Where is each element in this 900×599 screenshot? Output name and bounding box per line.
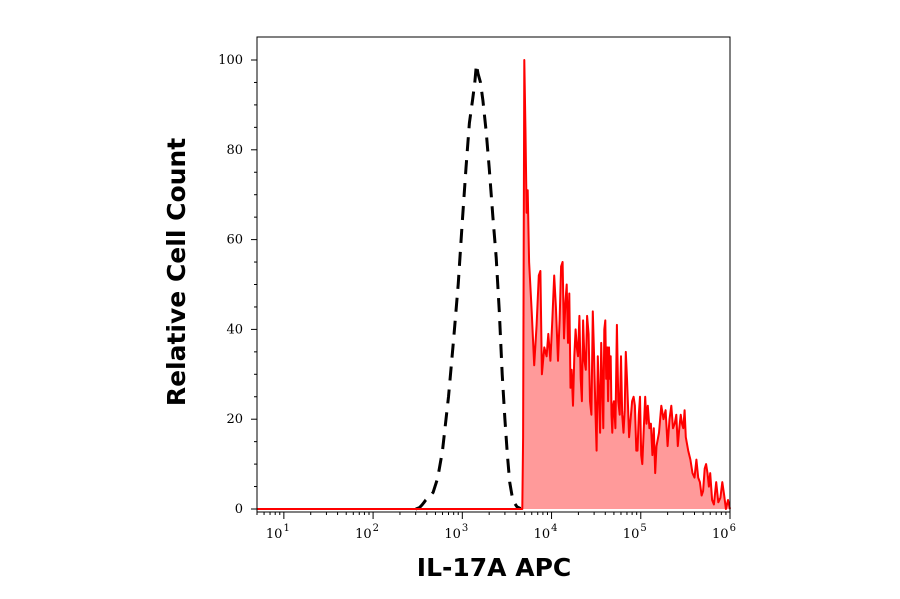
plot-layer (257, 59, 731, 511)
x-tick-label: 104 (534, 523, 558, 542)
y-tick-label: 20 (226, 412, 243, 427)
y-tick-label: 80 (226, 143, 243, 158)
x-tick-label: 101 (266, 523, 290, 542)
x-axis-title: IL-17A APC (417, 553, 571, 582)
y-tick-label: 0 (235, 502, 243, 517)
series-1-area (257, 60, 730, 509)
x-tick-label: 105 (623, 523, 647, 542)
x-tick-label: 103 (444, 523, 468, 542)
series-1-line (257, 59, 731, 510)
y-tick-label: 40 (226, 322, 243, 337)
y-tick-label: 60 (226, 233, 243, 248)
plot-frame (256, 36, 731, 513)
series-0-line (415, 63, 522, 511)
x-tick-label: 102 (355, 523, 379, 542)
y-axis-title: Relative Cell Count (162, 138, 191, 406)
x-tick-label: 106 (712, 523, 736, 542)
axis-layer: 0 20 40 60 80 100 101 102 103 104 105 106 (218, 53, 736, 542)
y-tick-label: 100 (218, 53, 243, 68)
